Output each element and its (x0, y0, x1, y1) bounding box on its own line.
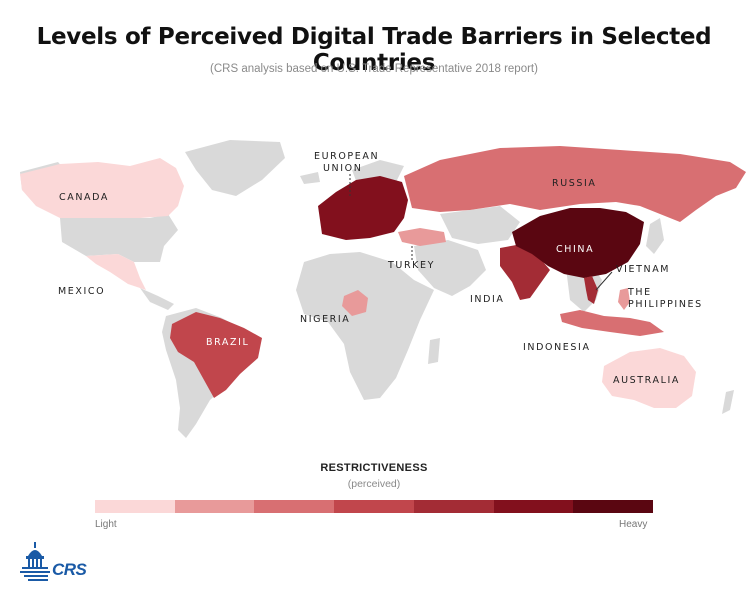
label-eu-line2: UNION (323, 163, 362, 174)
china-shape (512, 208, 644, 278)
label-mexico: MEXICO (58, 286, 105, 297)
usa-shape (60, 214, 178, 262)
africa-shape (296, 252, 434, 400)
central-asia-shape (440, 206, 520, 244)
legend-swatch-4 (334, 500, 414, 513)
label-eu-line1: EUROPEAN (314, 151, 379, 162)
crs-logo-text: CRS (52, 560, 87, 579)
vietnam-shape (584, 276, 598, 304)
label-china: CHINA (556, 244, 594, 255)
legend-title: RESTRICTIVENESS (320, 462, 428, 474)
map-title: Levels of Perceived Digital Trade Barrie… (36, 24, 712, 76)
russia-shape (404, 146, 746, 222)
label-nigeria: NIGERIA (300, 314, 350, 325)
legend-color-scale (95, 500, 654, 513)
middle-east-shape (414, 240, 486, 296)
legend-swatch-1 (95, 500, 175, 513)
mexico-shape (86, 254, 146, 290)
brazil-shape (170, 312, 262, 398)
map-subtitle: (CRS analysis based on U.S. Trade Repres… (210, 63, 538, 75)
iceland-shape (300, 172, 320, 184)
japan-shape (646, 218, 664, 254)
label-indonesia: INDONESIA (523, 342, 591, 353)
greenland-shape (185, 140, 285, 196)
legend-swatch-7 (573, 500, 654, 513)
legend-swatch-6 (493, 500, 574, 513)
indonesia-shape (560, 310, 664, 336)
world-map: CANADA MEXICO BRAZIL EUROPEAN UNION RUSS… (20, 140, 746, 438)
legend-swatch-2 (174, 500, 255, 513)
legend-subtitle: (perceived) (347, 478, 401, 490)
label-vietnam: VIETNAM (616, 264, 670, 275)
madagascar-shape (428, 338, 440, 364)
label-russia: RUSSIA (552, 178, 597, 189)
new-zealand-shape (722, 390, 734, 414)
eu-shape (318, 176, 408, 240)
central-america-shape (140, 288, 174, 310)
legend-max-label: Heavy (619, 519, 648, 530)
turkey-shape (398, 228, 446, 246)
label-canada: CANADA (59, 192, 109, 203)
legend-swatch-5 (413, 500, 494, 513)
label-australia: AUSTRALIA (613, 375, 680, 386)
label-philippines-line2: PHILIPPINES (628, 299, 703, 310)
australia-shape (602, 348, 696, 408)
label-india: INDIA (470, 294, 505, 305)
nigeria-shape (342, 290, 368, 316)
philippines-shape (618, 288, 630, 310)
canada-shape (20, 158, 184, 218)
vietnam-leader-line (595, 271, 613, 291)
label-philippines-line1: THE (627, 287, 652, 298)
label-turkey: TURKEY (387, 260, 435, 271)
label-brazil: BRAZIL (206, 337, 249, 348)
legend-min-label: Light (95, 519, 117, 530)
capitol-dome-icon (20, 542, 50, 581)
legend-swatch-3 (254, 500, 335, 513)
